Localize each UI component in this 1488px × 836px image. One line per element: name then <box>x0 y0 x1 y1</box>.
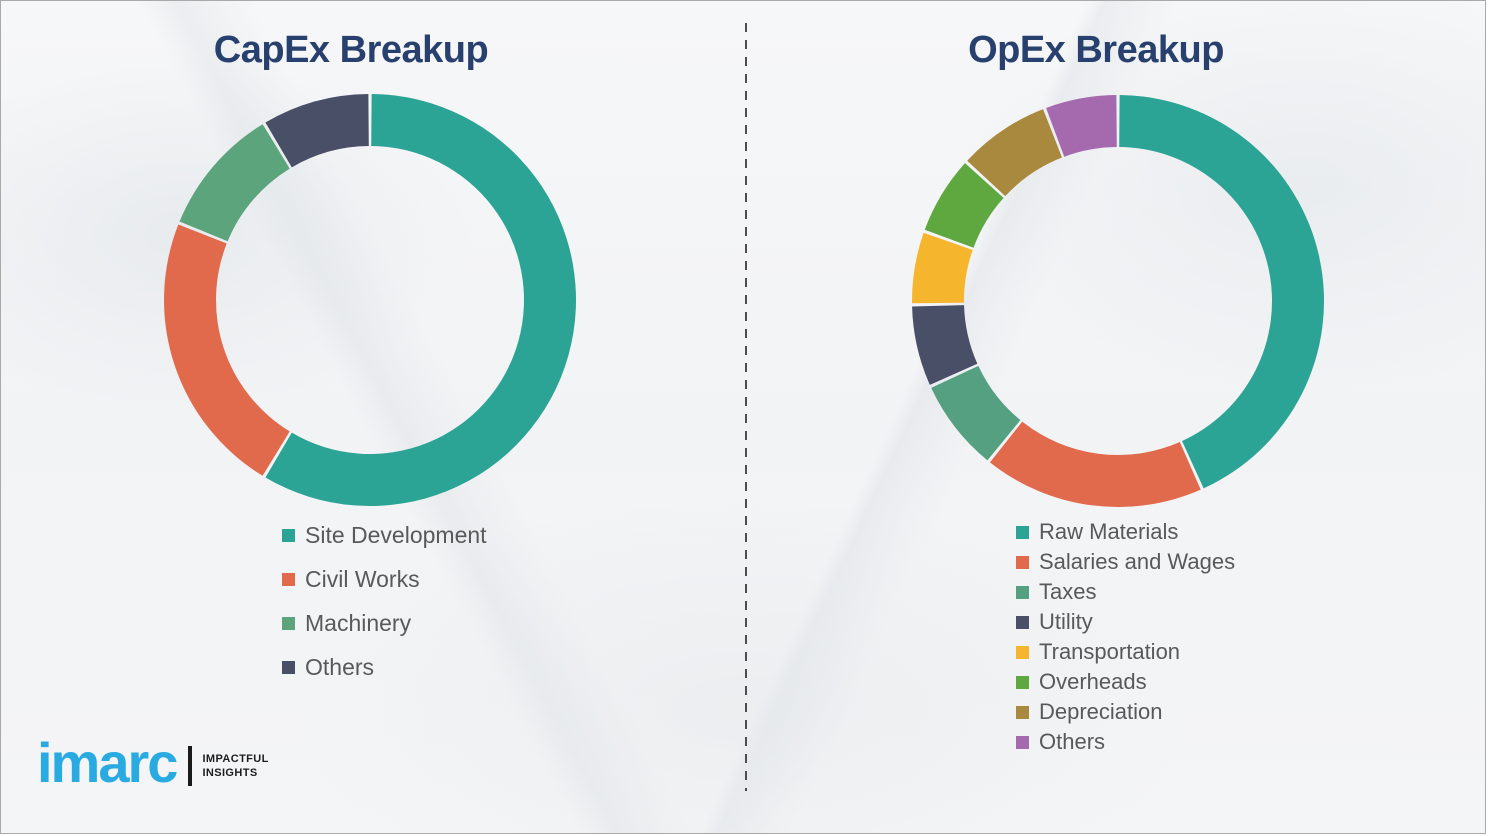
opex-chart-title: OpEx Breakup <box>968 29 1224 71</box>
legend-swatch <box>282 572 295 586</box>
capex-legend-item-others: Others <box>282 645 487 689</box>
opex-legend-item-taxes: Taxes <box>1016 577 1235 607</box>
opex-legend-item-salaries-and-wages: Salaries and Wages <box>1016 547 1235 577</box>
legend-swatch <box>282 616 295 630</box>
legend-swatch <box>1016 675 1029 689</box>
legend-label: Transportation <box>1039 639 1181 664</box>
opex-legend-item-depreciation: Depreciation <box>1016 697 1235 727</box>
legend-label: Utility <box>1039 609 1093 634</box>
opex-slice-overheads <box>924 163 1004 248</box>
opex-legend-item-transportation: Transportation <box>1016 637 1235 667</box>
capex-slice-civil-works <box>164 224 290 476</box>
capex-legend: Site Development Civil Works Machinery Othe… <box>282 513 487 689</box>
opex-slice-salaries-and-wages <box>989 421 1201 507</box>
logo-divider-bar <box>188 746 193 786</box>
logo-tagline: IMPACTFUL INSIGHTS <box>202 752 268 780</box>
legend-label: Civil Works <box>305 565 420 592</box>
imarc-logo-text: imarc <box>37 731 178 794</box>
opex-legend-item-utility: Utility <box>1016 607 1235 637</box>
panel-divider-dashed-line <box>745 23 747 791</box>
opex-donut-svg <box>911 95 1325 507</box>
capex-legend-item-machinery: Machinery <box>282 601 487 645</box>
opex-slice-depreciation <box>967 109 1062 197</box>
legend-label: Others <box>305 653 375 680</box>
legend-label: Raw Materials <box>1039 519 1179 544</box>
imarc-logo: imarc IMPACTFUL INSIGHTS <box>37 735 269 791</box>
opex-slice-others <box>1046 95 1117 157</box>
legend-label: Machinery <box>305 609 412 636</box>
legend-swatch <box>1016 735 1029 749</box>
capex-slice-site-development <box>265 94 577 507</box>
legend-swatch <box>282 528 295 542</box>
capex-legend-item-civil-works: Civil Works <box>282 557 487 601</box>
legend-swatch <box>1016 705 1029 719</box>
opex-slice-utility <box>912 305 978 385</box>
legend-swatch <box>1016 585 1029 599</box>
legend-swatch <box>1016 615 1029 629</box>
legend-label: Taxes <box>1039 579 1097 604</box>
legend-swatch <box>1016 645 1029 659</box>
opex-legend-item-others: Others <box>1016 727 1235 757</box>
legend-label: Others <box>1039 729 1106 754</box>
legend-label: Salaries and Wages <box>1039 549 1236 574</box>
opex-legend: Raw Materials Salaries and Wages Taxes Util… <box>1016 517 1235 757</box>
opex-slice-taxes <box>931 365 1021 461</box>
legend-label: Depreciation <box>1039 699 1163 724</box>
legend-swatch <box>1016 555 1029 569</box>
legend-label: Overheads <box>1039 669 1147 694</box>
legend-swatch <box>1016 525 1029 539</box>
logo-tagline-line2: INSIGHTS <box>202 767 258 779</box>
opex-legend-item-raw-materials: Raw Materials <box>1016 517 1235 547</box>
capex-slice-others <box>265 94 369 168</box>
capex-donut-svg <box>164 94 577 507</box>
opex-slice-transportation <box>911 232 973 304</box>
opex-donut-chart <box>911 94 1325 508</box>
logo-tagline-line1: IMPACTFUL <box>202 753 269 765</box>
legend-swatch <box>282 660 295 674</box>
legend-label: Site Development <box>305 521 487 548</box>
capex-chart-title: CapEx Breakup <box>213 29 489 71</box>
opex-legend-item-overheads: Overheads <box>1016 667 1235 697</box>
capex-donut-chart <box>163 93 577 507</box>
capex-slice-machinery <box>179 124 290 242</box>
opex-slice-raw-materials <box>1119 95 1325 489</box>
capex-legend-item-site-development: Site Development <box>282 513 487 557</box>
